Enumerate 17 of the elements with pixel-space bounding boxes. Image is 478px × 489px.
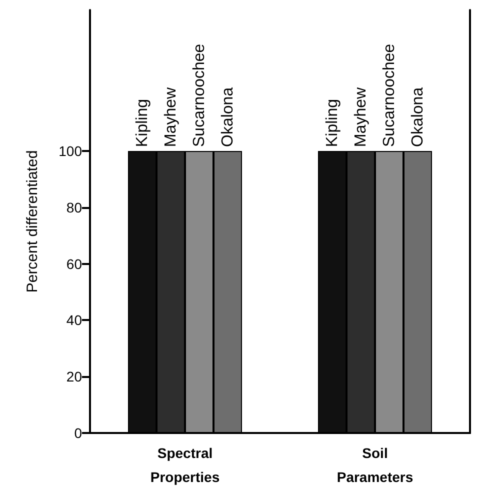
text: Kipling xyxy=(324,98,341,147)
y-tick-label: 0 xyxy=(74,425,82,441)
y-tick-label: 40 xyxy=(66,312,82,328)
y-axis-title: Percent differentiated xyxy=(24,150,41,293)
y-tick-label: 20 xyxy=(66,368,82,385)
text: Mayhew xyxy=(162,86,180,147)
text: Sucarnoochee xyxy=(190,44,208,147)
y-tick-label: 60 xyxy=(66,256,82,272)
text: Okalona xyxy=(219,87,236,147)
y-tick-label: 80 xyxy=(66,199,82,216)
x-tick-label: Spectral Properties xyxy=(150,445,220,485)
x-tick-label: Soil Parameters xyxy=(336,445,414,485)
text: Okalona xyxy=(409,87,426,147)
y-tick-label: 100 xyxy=(58,143,82,159)
text: Kipling xyxy=(134,98,151,147)
text: Sucarnoochee xyxy=(380,44,398,147)
text: Mayhew xyxy=(352,87,370,147)
